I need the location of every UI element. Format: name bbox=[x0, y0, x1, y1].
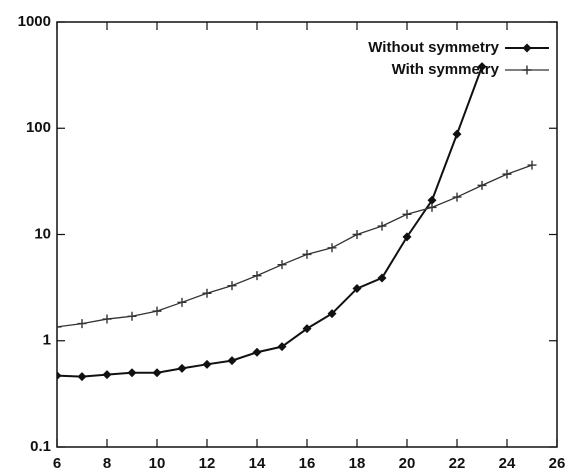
x-tick-label: 18 bbox=[349, 455, 366, 472]
marker bbox=[452, 192, 462, 202]
marker bbox=[302, 324, 312, 334]
x-tick-label: 6 bbox=[53, 455, 61, 472]
x-tick-label: 22 bbox=[449, 455, 466, 472]
marker bbox=[502, 169, 512, 179]
y-tick-label: 10 bbox=[34, 225, 51, 242]
x-tick-label: 20 bbox=[399, 455, 416, 472]
series-line bbox=[57, 164, 533, 328]
marker bbox=[522, 65, 532, 75]
x-tick-label: 26 bbox=[549, 455, 566, 472]
marker bbox=[327, 243, 337, 253]
marker bbox=[427, 202, 437, 212]
marker bbox=[352, 284, 362, 294]
marker bbox=[522, 43, 532, 53]
legend-label: With symmetry bbox=[392, 61, 500, 78]
marker bbox=[152, 368, 162, 378]
x-tick-label: 10 bbox=[149, 455, 166, 472]
marker bbox=[77, 319, 87, 329]
marker bbox=[202, 359, 212, 369]
marker bbox=[102, 370, 112, 380]
marker bbox=[527, 160, 537, 170]
plot-frame bbox=[56, 21, 558, 448]
marker bbox=[427, 195, 437, 205]
x-tick-label: 8 bbox=[103, 455, 111, 472]
marker bbox=[252, 347, 262, 357]
marker bbox=[227, 281, 237, 291]
marker bbox=[302, 249, 312, 259]
marker bbox=[477, 62, 487, 72]
marker bbox=[177, 363, 187, 373]
marker bbox=[327, 309, 337, 319]
y-tick-label: 100 bbox=[26, 119, 51, 136]
marker bbox=[477, 180, 487, 190]
marker bbox=[57, 371, 62, 381]
marker bbox=[102, 314, 112, 324]
series-line bbox=[57, 66, 483, 378]
marker bbox=[57, 322, 62, 332]
marker bbox=[452, 129, 462, 139]
y-tick-label: 1 bbox=[43, 332, 51, 349]
x-tick-label: 12 bbox=[199, 455, 216, 472]
x-tick-label: 14 bbox=[249, 455, 266, 472]
marker bbox=[277, 260, 287, 270]
marker bbox=[377, 221, 387, 231]
marker bbox=[402, 232, 412, 242]
marker bbox=[377, 273, 387, 283]
marker bbox=[227, 356, 237, 366]
series-layer bbox=[57, 62, 537, 382]
marker bbox=[202, 288, 212, 298]
x-tick-label: 24 bbox=[499, 455, 516, 472]
marker bbox=[402, 209, 412, 219]
marker bbox=[127, 311, 137, 321]
marker bbox=[77, 372, 87, 382]
legend-label: Without symmetry bbox=[368, 39, 499, 56]
x-tick-label: 16 bbox=[299, 455, 316, 472]
y-tick-label: 1000 bbox=[18, 13, 51, 30]
marker bbox=[177, 297, 187, 307]
marker bbox=[252, 271, 262, 281]
marker bbox=[352, 230, 362, 239]
y-tick-label: 0.1 bbox=[30, 438, 51, 455]
marker bbox=[152, 306, 162, 316]
marker bbox=[277, 342, 287, 352]
marker bbox=[127, 368, 137, 378]
